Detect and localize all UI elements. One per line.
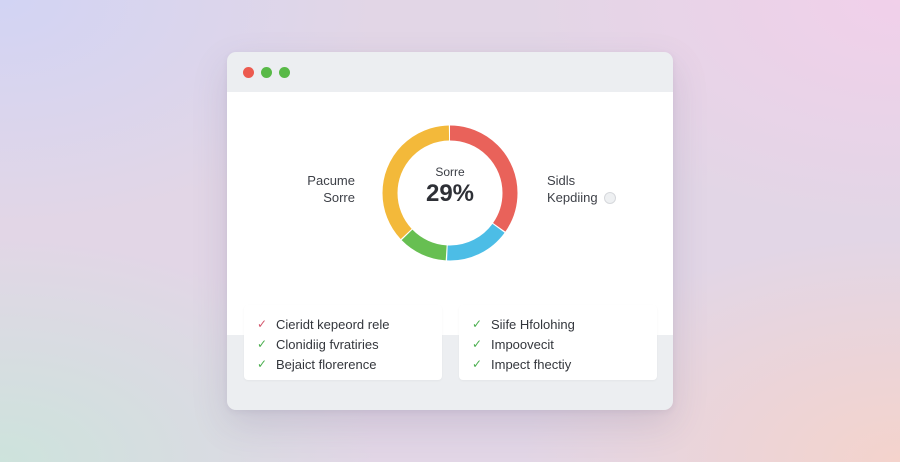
- donut-segment-3: [382, 125, 518, 261]
- checkmark-icon: ✓: [471, 357, 483, 371]
- donut-segment-0: [382, 125, 518, 261]
- checklist-card-left: ✓ Cieridt kepeord rele ✓ Clonidiig fvrat…: [244, 305, 442, 380]
- checklist-item: ✓ Clonidiig fvratiries: [256, 335, 379, 353]
- right-metric-label-line2: Kepdiing: [547, 190, 598, 205]
- close-window-button[interactable]: [243, 67, 254, 78]
- checklist-item-label: Impect fhectiy: [491, 356, 572, 372]
- donut-segments: [382, 125, 518, 261]
- checklist-item-label: Cieridt kepeord rele: [276, 316, 390, 332]
- checklist-card-right: ✓ Siife Hfolohing ✓ Impoovecit ✓ Impect …: [459, 305, 657, 380]
- checkmark-icon: ✓: [471, 337, 483, 351]
- checkmark-icon: ✓: [256, 357, 268, 371]
- left-metric-label-line2: Sorre: [323, 190, 355, 205]
- right-metric-label-row: Kepdiing: [547, 189, 616, 206]
- minimize-window-button[interactable]: [261, 67, 272, 78]
- help-icon[interactable]: [603, 191, 616, 204]
- score-value: 29%: [425, 180, 475, 207]
- left-metric-label-line1: Pacume: [307, 173, 355, 188]
- score-label: Sorre: [435, 165, 465, 179]
- right-metric-label-line1: Sidls: [547, 173, 576, 188]
- checkmark-icon: ✓: [256, 337, 268, 351]
- checklist-item: ✓ Siife Hfolohing: [471, 315, 575, 333]
- donut-segment-1: [382, 125, 518, 261]
- score-donut-chart: [382, 125, 518, 261]
- checklist-item-label: Bejaict florerence: [276, 356, 377, 372]
- checklist-item-label: Impoovecit: [491, 336, 554, 352]
- window-titlebar: [227, 52, 673, 92]
- maximize-window-button[interactable]: [279, 67, 290, 78]
- right-metric-label: Sidls Kepdiing: [547, 172, 637, 206]
- checklist-item: ✓ Impoovecit: [471, 335, 554, 353]
- checklist-item-label: Siife Hfolohing: [491, 316, 575, 332]
- checklist-item: ✓ Cieridt kepeord rele: [256, 315, 389, 333]
- left-metric-label: Pacume Sorre: [287, 172, 355, 206]
- checklist-item: ✓ Impect fhectiy: [471, 355, 571, 373]
- checklist-item-label: Clonidiig fvratiries: [276, 336, 379, 352]
- checkmark-icon: ✓: [256, 317, 268, 331]
- checkmark-icon: ✓: [471, 317, 483, 331]
- app-window: Sorre 29% Pacume Sorre Sidls Kepdiing ✓ …: [227, 52, 673, 410]
- score-panel: Sorre 29% Pacume Sorre Sidls Kepdiing: [227, 92, 673, 335]
- checklist-item: ✓ Bejaict florerence: [256, 355, 376, 373]
